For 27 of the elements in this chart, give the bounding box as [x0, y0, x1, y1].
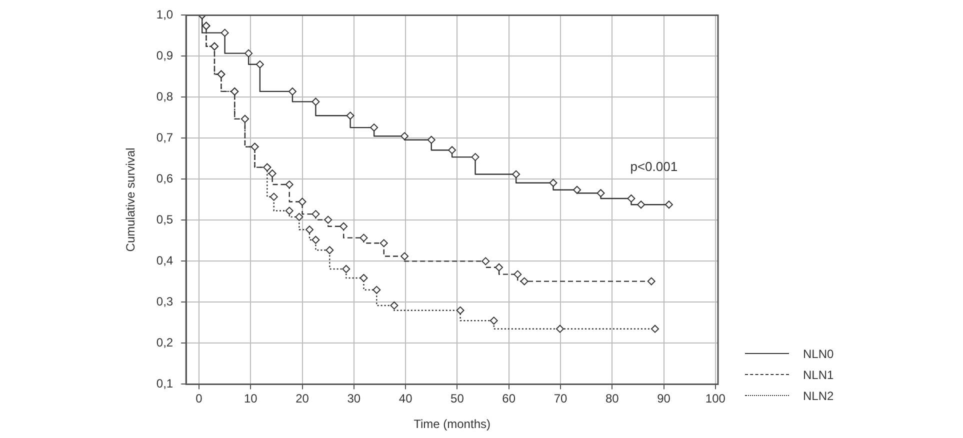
y-tick-label: 1,0	[156, 8, 174, 22]
legend-label: NLN1	[803, 368, 834, 382]
y-tick-label: 0,6	[156, 172, 174, 186]
x-tick-label: 20	[296, 392, 310, 406]
y-tick-label: 0,3	[156, 294, 174, 309]
y-tick-label: 0,8	[156, 90, 174, 104]
x-tick-label: 30	[347, 392, 361, 406]
annotation: p<0.001	[630, 159, 678, 174]
x-axis-title: Time (months)	[414, 417, 490, 432]
x-tick-label: 60	[502, 392, 516, 406]
y-tick-label: 0,9	[156, 48, 174, 63]
y-tick-label: 0,5	[156, 212, 174, 227]
x-tick-label: 70	[554, 392, 568, 406]
x-tick-label: 100	[705, 392, 726, 406]
x-tick-label: 90	[657, 392, 671, 406]
y-axis-title: Cumulative survival	[124, 148, 138, 252]
y-tick-label: 0,1	[156, 376, 174, 391]
y-tick-label: 0,4	[156, 254, 174, 268]
x-tick-label: 0	[196, 392, 203, 406]
x-tick-label: 10	[244, 392, 258, 406]
y-tick-label: 0,7	[156, 130, 174, 145]
x-tick-label: 40	[398, 392, 413, 406]
y-tick-label: 0,2	[156, 336, 174, 350]
x-tick-label: 80	[605, 392, 620, 406]
x-tick-label: 50	[450, 392, 464, 406]
legend-label: NLN2	[803, 388, 834, 402]
legend-label: NLN0	[803, 346, 834, 360]
